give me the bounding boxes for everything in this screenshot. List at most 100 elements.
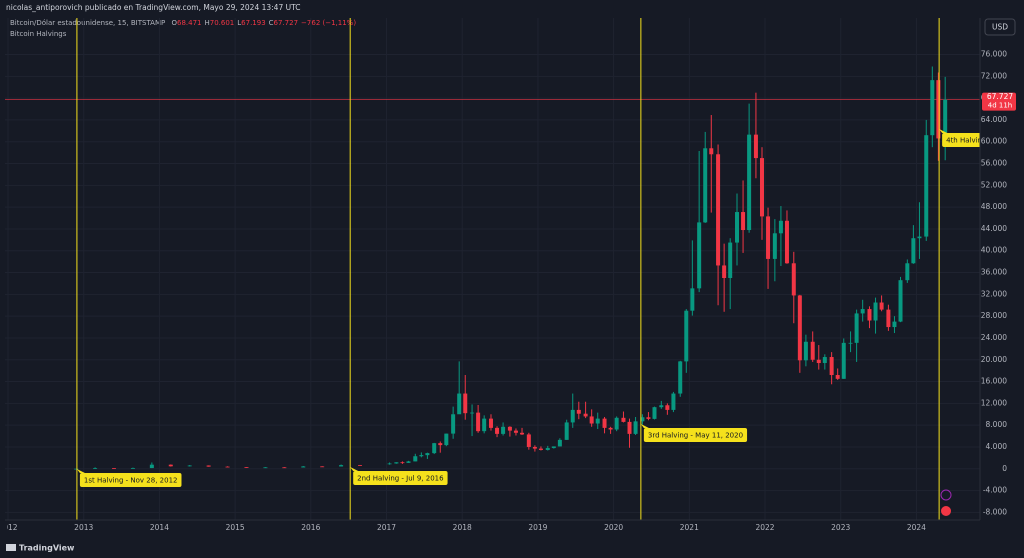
halving-label: 1st Halving - Nov 28, 2012 (76, 469, 182, 487)
currency-button[interactable] (984, 18, 1016, 36)
candle-body (784, 220, 789, 264)
candle-body (501, 426, 506, 434)
label-text: 2nd Halving - Jul 9, 2016 (357, 475, 444, 483)
candle-body (488, 418, 493, 428)
candle-body (463, 393, 468, 414)
label-text: 3rd Halving - May 11, 2020 (648, 432, 743, 440)
label-text: 4th Halving (946, 137, 986, 145)
candle-body (301, 466, 306, 468)
ohlc-key: L (237, 19, 241, 27)
candle-body (759, 158, 764, 217)
candle-body (557, 439, 562, 447)
x-tick-label: 2014 (150, 523, 169, 532)
y-tick-label: 28.000 (981, 311, 1007, 320)
candle-body (406, 461, 411, 463)
candle-body (905, 263, 910, 281)
candle-body (803, 341, 808, 361)
event-icon[interactable] (940, 489, 952, 501)
candle-body (810, 341, 815, 360)
halving-label: 4th Halving (939, 129, 986, 147)
label-pointer (939, 129, 948, 133)
candle-body (206, 465, 211, 467)
candle-body (848, 342, 853, 344)
candle-body (797, 295, 802, 361)
y-tick-label: 24.000 (981, 333, 1007, 342)
y-tick-label: 36.000 (981, 268, 1007, 277)
ohlc-value: 67.193 (241, 19, 266, 27)
candle-body (728, 242, 733, 278)
label-pointer (76, 469, 85, 473)
candle-body (282, 467, 287, 469)
price-change: −762 (−1,11%) (301, 19, 356, 27)
x-tick-label: 2012 (0, 523, 18, 532)
candle-body (545, 448, 550, 450)
y-tick-label: 76.000 (981, 50, 1007, 59)
candle-body (263, 467, 268, 469)
y-tick-label: 72.000 (981, 71, 1007, 80)
candle-body (614, 417, 619, 430)
candle-body (816, 359, 821, 364)
ohlc-value: 70.601 (210, 19, 235, 27)
candle-body (470, 412, 475, 414)
x-tick-label: 2015 (226, 523, 245, 532)
candle-body (168, 464, 173, 467)
label-pointer (350, 467, 359, 471)
candle-body (860, 309, 865, 314)
y-tick-label: 8.000 (986, 420, 1008, 429)
candle-body (358, 465, 363, 466)
y-tick-label: 48.000 (981, 202, 1007, 211)
candle-body (621, 417, 626, 422)
candle-body (722, 265, 727, 278)
label-pointer (640, 424, 649, 428)
candle-body (187, 465, 192, 467)
candle-body (917, 236, 922, 239)
candle-body (716, 154, 721, 266)
candle-body (822, 357, 827, 364)
candle-body (867, 309, 872, 321)
candle-body (387, 463, 392, 465)
candle-body (444, 433, 449, 446)
ohlc-value: 67.727 (274, 19, 299, 27)
candle-body (532, 446, 537, 449)
candle-body (943, 99, 948, 139)
y-tick-label: 16.000 (981, 377, 1007, 386)
y-tick-label: -4.000 (983, 486, 1007, 495)
event-icon[interactable] (941, 506, 951, 516)
candle-body (244, 467, 249, 468)
y-tick-label: 4.000 (986, 442, 1008, 451)
candle-body (841, 342, 846, 379)
currency-label[interactable]: USD (992, 23, 1008, 32)
candle-body (583, 413, 588, 417)
x-axis: 2012 2013 2014 2015 2016 2017 2018 2019 2020 2021… (0, 523, 926, 532)
y-tick-label: 64.000 (981, 115, 1007, 124)
candle-body (74, 468, 79, 470)
candle-body (413, 456, 418, 462)
countdown-label: 4d 11h (988, 102, 1012, 110)
y-tick-label: 32.000 (981, 289, 1007, 298)
candle-body (678, 361, 683, 394)
candle-body (697, 222, 702, 289)
candle-body (778, 220, 783, 234)
candle-body (911, 238, 916, 264)
candle-body (747, 134, 752, 231)
candle-body (602, 418, 607, 428)
candle-body (640, 417, 645, 422)
candle-body (570, 409, 575, 423)
x-tick-label: 2022 (755, 523, 774, 532)
x-tick-label: 2019 (528, 523, 547, 532)
candle-body (735, 212, 740, 243)
candle-body (753, 134, 758, 159)
symbol: Bitcoin/Dólar estadounidense, 15, BITSTA… (10, 19, 165, 27)
candle-body (476, 412, 481, 432)
candle-body (538, 448, 543, 450)
candle-body (741, 212, 746, 231)
candle-body (703, 148, 708, 223)
x-tick-label: 2017 (377, 523, 396, 532)
y-axis: -8.000 -4.000 0 4.000 8.000 12.000 16.000 20.00… (981, 50, 1016, 516)
candle-body (394, 462, 399, 464)
candle-body (425, 453, 430, 456)
halving-label: 2nd Halving - Jul 9, 2016 (350, 467, 448, 485)
candle-body (766, 216, 771, 259)
candle-body (495, 427, 500, 434)
candle-body (791, 263, 796, 296)
